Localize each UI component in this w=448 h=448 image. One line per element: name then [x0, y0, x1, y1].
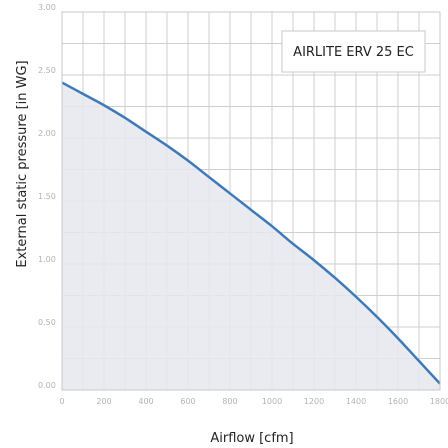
y-tick-label: 2.50: [38, 66, 56, 75]
y-axis-ticks: 0.00 0.50 1.00 1.50 2.00 2.50 3.00: [38, 3, 56, 390]
y-tick-label: 0.00: [38, 381, 56, 390]
x-tick-label: 400: [138, 397, 153, 406]
x-axis-ticks: 0 200 400 600 800 1000 1200 1400 1600 1800: [59, 397, 448, 406]
y-axis-title: External static pressure [in WG]: [15, 60, 30, 267]
x-tick-label: 600: [180, 397, 195, 406]
x-tick-label: 0: [59, 397, 64, 406]
legend-box: [281, 30, 426, 73]
legend-label: AIRLITE ERV 25 EC: [293, 45, 414, 60]
x-tick-label: 1200: [304, 397, 324, 406]
x-tick-label: 200: [96, 397, 111, 406]
series-area-fill: [62, 82, 440, 390]
y-tick-label: 1.00: [38, 255, 56, 264]
x-tick-label: 1800: [430, 397, 448, 406]
y-tick-label: 3.00: [38, 3, 56, 12]
plot-border: [61, 11, 441, 391]
x-tick-label: 1000: [262, 397, 282, 406]
x-tick-label: 1400: [346, 397, 366, 406]
series-line: [61, 81, 441, 385]
y-tick-label: 2.00: [38, 129, 56, 138]
x-tick-label: 800: [222, 397, 237, 406]
legend: AIRLITE ERV 25 EC: [281, 30, 426, 73]
y-tick-label: 0.50: [38, 318, 56, 327]
x-tick-label: 1600: [388, 397, 408, 406]
x-axis-title: Airflow [cfm]: [210, 431, 293, 446]
y-tick-label: 1.50: [38, 192, 56, 201]
